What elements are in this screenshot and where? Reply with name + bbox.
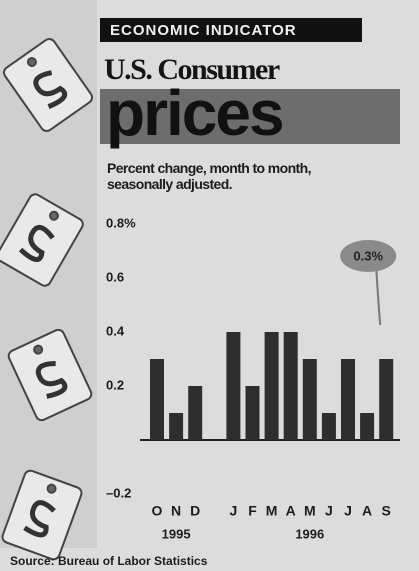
bar	[188, 386, 202, 440]
bar	[360, 413, 374, 440]
bar	[169, 413, 183, 440]
x-tick-label: J	[230, 503, 238, 519]
y-tick-label: 0.2	[106, 377, 124, 392]
y-tick-label: 0.4	[106, 323, 125, 338]
bar	[322, 413, 336, 440]
y-tick-label: –0.2	[106, 485, 131, 500]
chart: ECONOMIC INDICATOR U.S. Consumer prices …	[0, 0, 419, 571]
chart-title-emphasis: prices	[106, 77, 283, 149]
x-tick-label: S	[382, 503, 391, 519]
x-tick-label: O	[152, 503, 163, 519]
x-tick-label: M	[304, 503, 316, 519]
x-tick-label: F	[248, 503, 257, 519]
x-group-label: 1996	[295, 526, 324, 541]
bar	[341, 359, 355, 440]
page: ECONOMIC INDICATOR U.S. Consumer prices …	[0, 0, 419, 571]
x-tick-label: A	[362, 503, 372, 519]
bar	[226, 332, 240, 440]
bar	[303, 359, 317, 440]
annotation: 0.3%	[353, 248, 383, 263]
bar	[265, 332, 279, 440]
x-tick-label: M	[266, 503, 278, 519]
source: Source: Bureau of Labor Statistics	[10, 554, 208, 568]
bar	[379, 359, 393, 440]
x-tick-label: N	[171, 503, 181, 519]
x-tick-label: D	[190, 503, 200, 519]
x-tick-label: J	[325, 503, 333, 519]
bar	[246, 386, 260, 440]
callout-pointer	[376, 268, 380, 325]
x-tick-label: A	[286, 503, 296, 519]
subtitle: Percent change, month to month, seasonal…	[107, 160, 322, 192]
bar	[150, 359, 164, 440]
x-tick-label: J	[344, 503, 352, 519]
y-tick-label: 0.8%	[106, 215, 136, 230]
y-tick-label: 0.6	[106, 269, 124, 284]
bar	[284, 332, 298, 440]
header: ECONOMIC INDICATOR	[110, 22, 297, 39]
x-group-label: 1995	[162, 526, 191, 541]
